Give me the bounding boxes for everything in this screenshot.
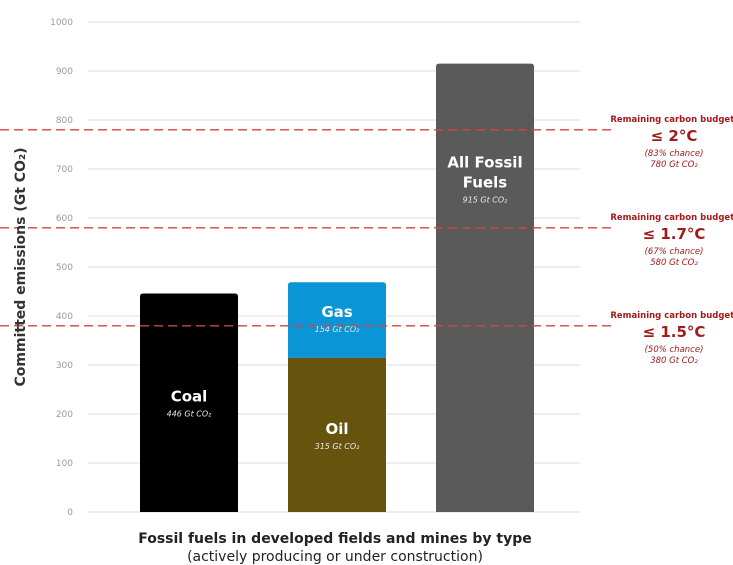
- budget-amount: 780 Gt CO₂: [650, 160, 698, 170]
- bar-label: All Fossil: [447, 154, 522, 172]
- y-tick-label: 900: [56, 67, 73, 77]
- bar-segment: [288, 357, 386, 512]
- bar-value-label: 446 Gt CO₂: [167, 410, 213, 419]
- bar-label: Oil: [325, 420, 348, 438]
- bar-label: Fuels: [463, 174, 507, 192]
- budget-heading: Remaining carbon budget:: [610, 115, 733, 125]
- budget-chance: (83% chance): [645, 149, 704, 159]
- bar-label: Gas: [321, 303, 352, 321]
- y-tick-label: 800: [56, 116, 73, 126]
- bar-value-label: 915 Gt CO₂: [463, 196, 509, 205]
- y-tick-label: 400: [56, 312, 73, 322]
- y-tick-label: 0: [67, 508, 73, 518]
- bar-segment: [140, 293, 238, 512]
- bar-segment: [436, 63, 534, 513]
- bar-value-label: 154 Gt CO₂: [315, 325, 361, 334]
- y-tick-label: 500: [56, 263, 73, 273]
- budget-temperature: ≤ 1.5°C: [643, 323, 706, 341]
- bar-value-label: 315 Gt CO₂: [315, 442, 361, 451]
- budget-heading: Remaining carbon budget:: [610, 213, 733, 223]
- bar-segment: [288, 282, 386, 358]
- y-tick-label: 1000: [50, 18, 73, 28]
- x-axis-sublabel: (actively producing or under constructio…: [187, 549, 483, 565]
- bar-group: All Fossil Fuels 915 Gt CO₂: [436, 63, 534, 513]
- bar-label: Coal: [171, 388, 208, 406]
- budget-annotations: Remaining carbon budget: ≤ 2°C (83% chance…: [610, 115, 733, 366]
- x-axis-label: Fossil fuels in developed fields and min…: [138, 531, 532, 547]
- reference-lines: [0, 129, 612, 327]
- budget-amount: 580 Gt CO₂: [650, 258, 698, 268]
- budget-temperature: ≤ 2°C: [651, 127, 698, 145]
- y-tick-label: 700: [56, 165, 73, 175]
- y-tick-label: 300: [56, 361, 73, 371]
- budget-chance: (50% chance): [645, 345, 704, 355]
- budget-amount: 380 Gt CO₂: [650, 356, 698, 366]
- y-tick-label: 100: [56, 459, 73, 469]
- bar-group: Oil 315 Gt CO₂ Gas 154 Gt CO₂: [288, 282, 386, 512]
- y-tick-label: 200: [56, 410, 73, 420]
- budget-chance: (67% chance): [645, 247, 704, 257]
- y-axis-ticks: 0 100 200 300 400 500 600 700 800 900 1000: [50, 18, 73, 518]
- budget-temperature: ≤ 1.7°C: [643, 225, 706, 243]
- bar-group: Coal 446 Gt CO₂: [140, 293, 238, 512]
- y-axis-label: Committed emissions (Gt CO₂): [13, 148, 29, 387]
- budget-heading: Remaining carbon budget:: [610, 311, 733, 321]
- bars: Coal 446 Gt CO₂ Oil 315 Gt CO₂ Gas 154 Gt CO₂…: [140, 63, 534, 513]
- y-tick-label: 600: [56, 214, 73, 224]
